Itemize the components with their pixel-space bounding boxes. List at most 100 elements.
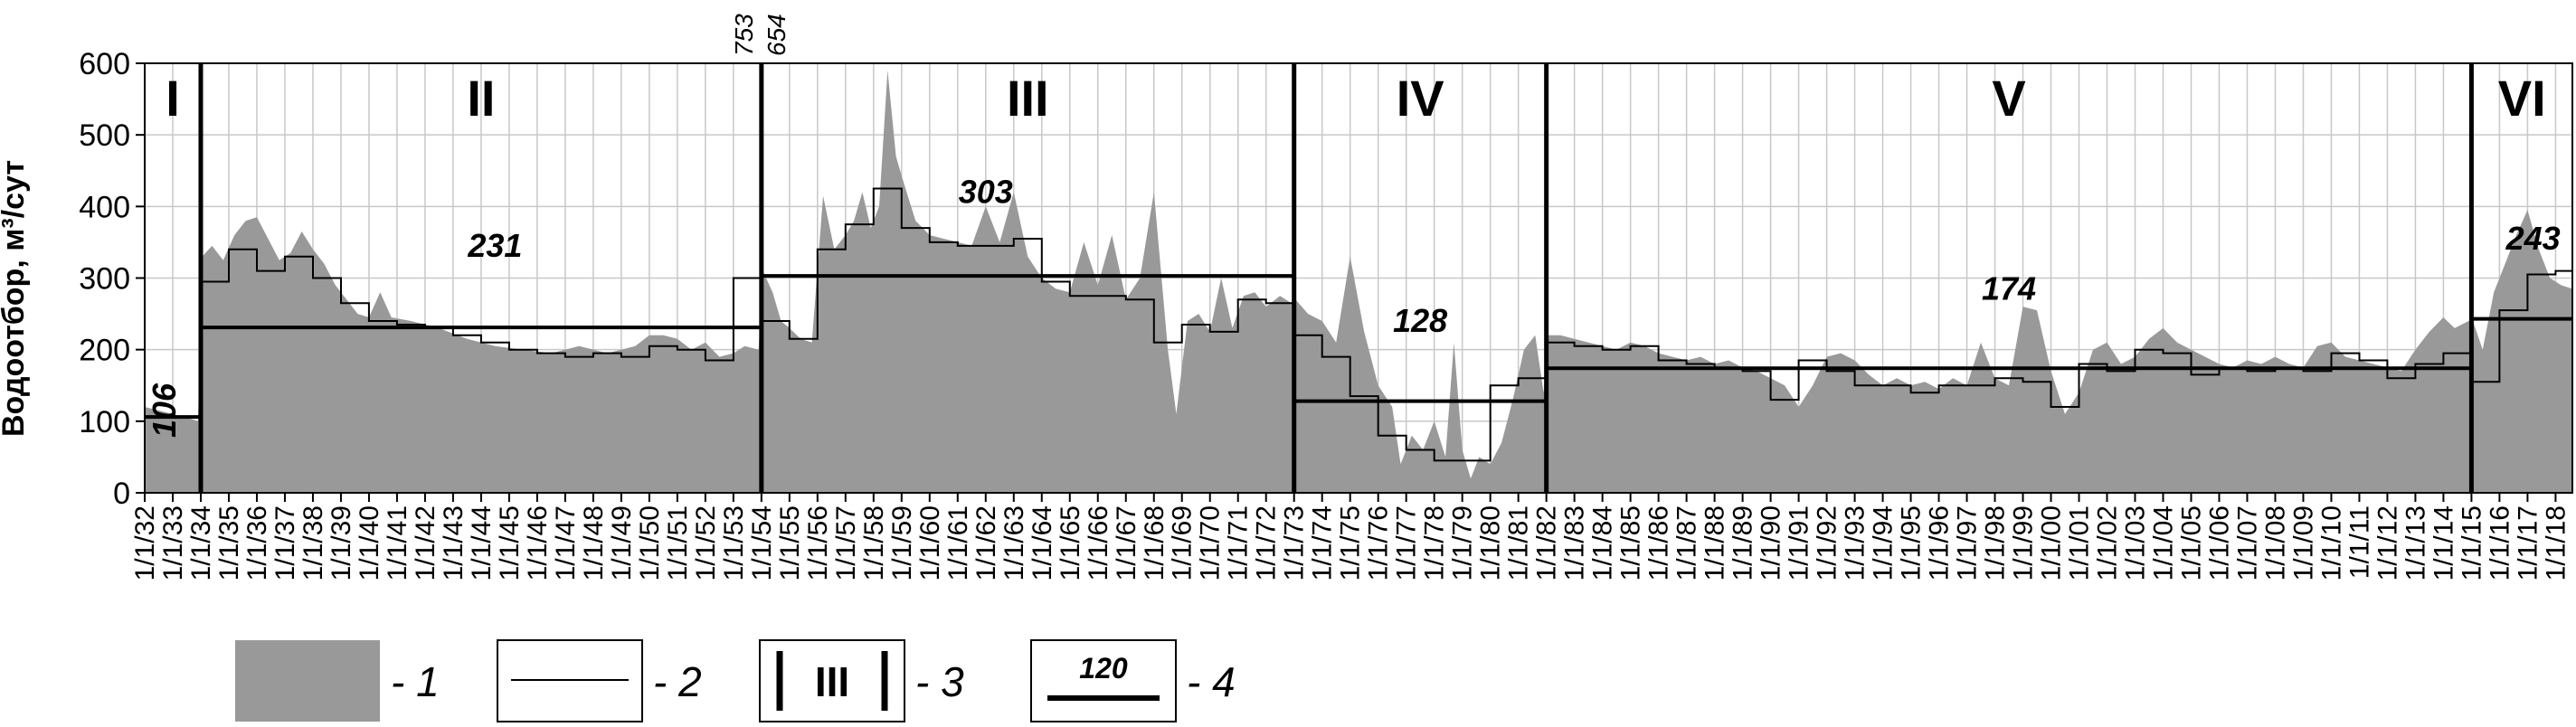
x-tick-label: 1/1/10 — [2316, 505, 2346, 581]
x-tick-label: 1/1/45 — [495, 505, 525, 581]
x-tick-label: 1/1/93 — [1841, 505, 1870, 581]
mean-label-period-IV: 128 — [1393, 302, 1447, 339]
series-area — [145, 70, 2572, 494]
x-tick-label: 1/1/01 — [2065, 505, 2095, 581]
period-labels: I II III IV V VI — [166, 70, 2545, 127]
x-tick-label: 1/1/90 — [1757, 505, 1786, 581]
x-tick-label: 1/1/75 — [1336, 505, 1366, 581]
x-tick-label: 1/1/54 — [747, 505, 777, 581]
x-tick-label: 1/1/84 — [1588, 505, 1618, 581]
mean-label-period-I: 106 — [146, 382, 183, 438]
x-tick-label: 1/1/05 — [2176, 505, 2206, 581]
x-tick-label: 1/1/40 — [355, 505, 384, 581]
period-label-I: I — [166, 70, 180, 127]
x-tick-label: 1/1/91 — [1785, 505, 1814, 581]
x-tick-label: 1/1/64 — [1028, 505, 1057, 581]
series-step-line — [145, 187, 2572, 462]
x-tick-label: 1/1/66 — [1084, 505, 1113, 581]
x-tick-label: 1/1/87 — [1672, 505, 1702, 581]
legend-swatch-roman-text: III — [815, 658, 849, 705]
x-tick-label: 1/1/80 — [1476, 505, 1506, 581]
legend-label-3: - 3 — [915, 658, 964, 705]
x-tick-label: 1/1/13 — [2401, 505, 2430, 581]
x-tick-label: 1/1/03 — [2121, 505, 2151, 581]
x-tick-label: 1/1/53 — [719, 505, 749, 581]
x-tick-label: 1/1/12 — [2372, 505, 2402, 581]
x-tick-label: 1/1/16 — [2485, 505, 2514, 581]
x-tick-label: 1/1/69 — [1168, 505, 1198, 581]
x-tick-label: 1/1/96 — [1925, 505, 1955, 581]
x-tick-label: 1/1/92 — [1813, 505, 1842, 581]
x-tick-label: 1/1/88 — [1700, 505, 1730, 581]
x-tick-label: 1/1/95 — [1897, 505, 1927, 581]
x-axis-ticks: 1/1/321/1/331/1/341/1/351/1/361/1/371/1/… — [130, 493, 2571, 581]
x-tick-label: 1/1/82 — [1532, 505, 1562, 581]
y-tick-label: 200 — [79, 334, 130, 368]
series-1-area — [145, 70, 2572, 494]
x-tick-label: 1/1/49 — [607, 505, 637, 581]
x-tick-label: 1/1/74 — [1308, 505, 1338, 581]
x-tick-label: 1/1/32 — [130, 505, 160, 581]
period-label-VI: VI — [2498, 70, 2546, 127]
y-axis-ticks: 0 100 200 300 400 500 600 — [79, 47, 145, 511]
y-tick-label: 0 — [113, 477, 130, 511]
x-tick-label: 1/1/11 — [2344, 505, 2374, 579]
legend-swatch-mean-box — [1030, 639, 1177, 722]
x-tick-label: 1/1/07 — [2232, 505, 2262, 581]
period-boundaries — [198, 63, 2474, 493]
x-tick-label: 1/1/65 — [1056, 505, 1085, 581]
x-tick-label: 1/1/85 — [1616, 505, 1646, 581]
x-tick-label: 1/1/17 — [2513, 505, 2543, 581]
x-tick-label: 1/1/62 — [971, 505, 1001, 581]
mean-label-period-II: 231 — [467, 227, 522, 264]
x-tick-label: 1/1/34 — [186, 505, 216, 581]
x-tick-label: 1/1/18 — [2541, 505, 2571, 581]
x-tick-label: 1/1/57 — [831, 505, 861, 581]
x-tick-label: 1/1/73 — [1280, 505, 1310, 581]
period-label-V: V — [1992, 70, 2025, 127]
x-tick-label: 1/1/08 — [2260, 505, 2290, 581]
y-tick-label: 600 — [79, 47, 130, 81]
x-tick-label: 1/1/36 — [242, 505, 272, 581]
x-tick-label: 1/1/09 — [2288, 505, 2318, 581]
x-tick-label: 1/1/35 — [214, 505, 244, 581]
y-axis-label: Водоотбор, м³/сут — [0, 160, 31, 437]
top-annotation-654: 654 — [762, 14, 791, 56]
x-tick-label: 1/1/43 — [439, 505, 469, 581]
y-tick-label: 100 — [79, 405, 130, 439]
x-tick-label: 1/1/71 — [1224, 505, 1254, 581]
mean-label-period-V: 174 — [1982, 269, 2036, 307]
y-tick-label: 300 — [79, 262, 130, 297]
x-tick-label: 1/1/15 — [2457, 505, 2486, 581]
x-tick-label: 1/1/02 — [2093, 505, 2123, 581]
x-tick-label: 1/1/46 — [523, 505, 553, 581]
x-tick-label: 1/1/70 — [1196, 505, 1226, 581]
legend-label-2: - 2 — [653, 658, 702, 705]
legend-swatch-mean-number: 120 — [1079, 652, 1128, 685]
x-tick-label: 1/1/67 — [1112, 505, 1141, 581]
x-tick-label: 1/1/14 — [2429, 505, 2458, 581]
x-tick-label: 1/1/47 — [551, 505, 581, 581]
x-tick-label: 1/1/76 — [1364, 505, 1394, 581]
x-tick-label: 1/1/89 — [1728, 505, 1758, 581]
x-tick-label: 1/1/37 — [270, 505, 300, 581]
x-tick-label: 1/1/52 — [691, 505, 721, 581]
x-tick-label: 1/1/68 — [1140, 505, 1170, 581]
mean-label-period-III: 303 — [959, 173, 1013, 210]
legend-item-1: - 1 — [235, 640, 440, 722]
series-2-step-line — [145, 187, 2572, 462]
x-tick-label: 1/1/42 — [411, 505, 440, 581]
period-label-IV: IV — [1397, 70, 1444, 127]
x-tick-label: 1/1/72 — [1252, 505, 1282, 581]
x-tick-label: 1/1/33 — [158, 505, 188, 581]
x-tick-label: 1/1/48 — [579, 505, 609, 581]
x-tick-label: 1/1/81 — [1504, 505, 1534, 581]
x-tick-label: 1/1/38 — [298, 505, 328, 581]
legend-item-4: 120 - 4 — [1030, 639, 1236, 722]
mean-label-period-VI: 243 — [2505, 220, 2561, 257]
x-tick-label: 1/1/58 — [859, 505, 889, 581]
period-label-III: III — [1007, 70, 1049, 127]
x-tick-label: 1/1/06 — [2204, 505, 2234, 581]
legend-swatch-area — [235, 640, 380, 722]
